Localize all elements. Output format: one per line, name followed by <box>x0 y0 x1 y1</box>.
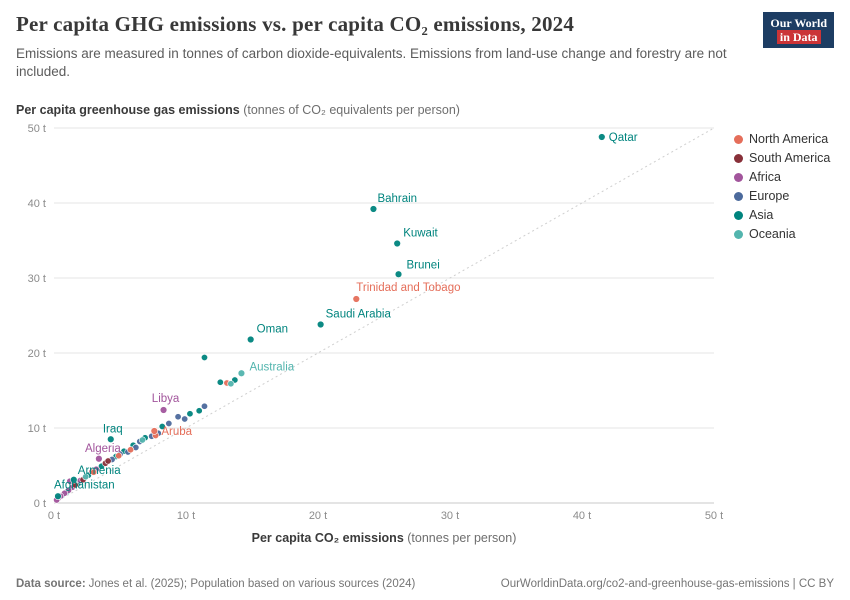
legend: North America South America Africa Europe As… <box>734 120 846 524</box>
legend-swatch-icon <box>734 172 743 182</box>
point-label-libya[interactable]: Libya <box>152 393 180 405</box>
legend-label: North America <box>749 132 829 146</box>
legend-item-asia[interactable]: Asia <box>734 208 846 222</box>
chart-header: Per capita GHG emissions vs. per capita … <box>16 12 834 81</box>
data-source-label: Data source: <box>16 578 86 590</box>
legend-label: South America <box>749 151 831 165</box>
point-label-kuwait[interactable]: Kuwait <box>403 228 438 240</box>
y-tick-label: 50 t <box>28 123 46 135</box>
legend-swatch-icon <box>734 229 743 239</box>
legend-swatch-icon <box>734 134 743 144</box>
data-point[interactable] <box>104 457 112 465</box>
legend-item-south-america[interactable]: South America <box>734 151 846 165</box>
data-point[interactable] <box>216 378 224 386</box>
data-point-qatar[interactable] <box>598 133 606 141</box>
point-label-algeria[interactable]: Algeria <box>85 443 121 455</box>
data-point-brunei[interactable] <box>394 270 403 278</box>
data-point[interactable] <box>158 422 166 430</box>
y-tick-label: 30 t <box>28 273 46 285</box>
x-tick-label: 0 t <box>48 510 60 522</box>
data-point-oman[interactable] <box>246 335 255 344</box>
legend-label: Europe <box>749 189 790 203</box>
owid-logo[interactable]: Our World in Data <box>763 12 834 48</box>
parity-line <box>53 127 715 504</box>
data-point[interactable] <box>82 473 90 481</box>
owid-link[interactable]: OurWorldinData.org/co2-and-greenhouse-ga… <box>500 578 834 590</box>
point-label-qatar[interactable]: Qatar <box>609 132 638 144</box>
legend-swatch-icon <box>734 153 743 163</box>
data-point-saudi-arabia[interactable] <box>316 320 325 329</box>
data-point[interactable] <box>115 452 123 460</box>
x-tick-label: 30 t <box>441 510 459 522</box>
data-point[interactable] <box>181 415 189 423</box>
chart-subtitle: Emissions are measured in tonnes of carb… <box>16 46 727 80</box>
y-tick-label: 40 t <box>28 198 46 210</box>
legend-swatch-icon <box>734 191 743 201</box>
data-point-armenia[interactable] <box>70 476 78 484</box>
data-point-algeria[interactable] <box>95 455 103 463</box>
point-label-oman[interactable]: Oman <box>257 324 288 336</box>
x-tick-label: 50 t <box>705 510 723 522</box>
logo-line1: Our World <box>770 16 827 30</box>
data-source-text: Jones et al. (2025); Population based on… <box>88 578 416 590</box>
data-point[interactable] <box>186 410 194 418</box>
y-tick-label: 0 t <box>34 498 46 510</box>
data-point-aruba[interactable] <box>150 427 159 435</box>
point-label-trinidad-and-tobago[interactable]: Trinidad and Tobago <box>356 282 460 294</box>
legend-item-north-america[interactable]: North America <box>734 132 846 146</box>
x-axis-title-main: Per capita CO₂ emissions <box>251 531 404 545</box>
data-point[interactable] <box>200 354 208 362</box>
x-tick-label: 40 t <box>573 510 591 522</box>
legend-label: Africa <box>749 170 781 184</box>
data-point[interactable] <box>127 446 135 454</box>
legend-label: Oceania <box>749 227 796 241</box>
legend-item-europe[interactable]: Europe <box>734 189 846 203</box>
data-source: Data source: Jones et al. (2025); Populat… <box>16 578 415 590</box>
point-label-bahrain[interactable]: Bahrain <box>377 193 417 205</box>
data-point-bahrain[interactable] <box>369 205 378 213</box>
y-axis-title-unit: (tonnes of CO₂ equivalents per person) <box>243 103 460 117</box>
legend-item-oceania[interactable]: Oceania <box>734 227 846 241</box>
data-point-trinidad-and-tobago[interactable] <box>352 295 360 303</box>
data-point[interactable] <box>200 402 208 410</box>
y-tick-label: 10 t <box>28 423 46 435</box>
point-label-saudi-arabia[interactable]: Saudi Arabia <box>326 309 392 321</box>
chart-footer: Data source: Jones et al. (2025); Populat… <box>16 578 834 590</box>
data-point-kuwait[interactable] <box>393 239 401 248</box>
chart-area: 0 t 10 t 20 t 30 t 40 t 50 t 0 t 10 t 20 t 30 t 40… <box>14 120 846 524</box>
data-point[interactable] <box>195 407 203 415</box>
data-point[interactable] <box>138 436 146 444</box>
y-axis-title-main: Per capita greenhouse gas emissions <box>16 103 240 117</box>
y-tick-label: 20 t <box>28 348 46 360</box>
point-label-afghanistan[interactable]: Afghanistan <box>54 479 115 491</box>
scatter-plot[interactable]: 0 t 10 t 20 t 30 t 40 t 50 t 0 t 10 t 20 t 30 t 40… <box>14 120 734 524</box>
legend-swatch-icon <box>734 210 743 220</box>
data-point[interactable] <box>165 419 173 427</box>
point-label-iraq[interactable]: Iraq <box>103 423 123 435</box>
x-axis-title: Per capita CO₂ emissions (tonnes per per… <box>54 531 714 545</box>
legend-label: Asia <box>749 208 774 222</box>
legend-item-africa[interactable]: Africa <box>734 170 846 184</box>
data-point-iraq[interactable] <box>107 435 115 443</box>
data-point[interactable] <box>174 413 182 421</box>
data-point-australia[interactable] <box>237 369 246 377</box>
data-point[interactable] <box>227 380 235 388</box>
y-axis-title: Per capita greenhouse gas emissions (ton… <box>16 103 460 117</box>
data-point-afghanistan[interactable] <box>54 492 62 500</box>
logo-line2: in Data <box>776 30 821 44</box>
x-tick-label: 10 t <box>177 510 195 522</box>
x-tick-label: 20 t <box>309 510 327 522</box>
point-label-aruba[interactable]: Aruba <box>161 426 192 438</box>
data-point-libya[interactable] <box>159 406 168 414</box>
point-label-brunei[interactable]: Brunei <box>407 259 440 271</box>
point-label-australia[interactable]: Australia <box>249 361 294 373</box>
x-axis-title-unit: (tonnes per person) <box>407 531 517 545</box>
point-label-armenia[interactable]: Armenia <box>78 465 121 477</box>
chart-title: Per capita GHG emissions vs. per capita … <box>16 12 575 36</box>
data-point[interactable] <box>90 468 98 476</box>
